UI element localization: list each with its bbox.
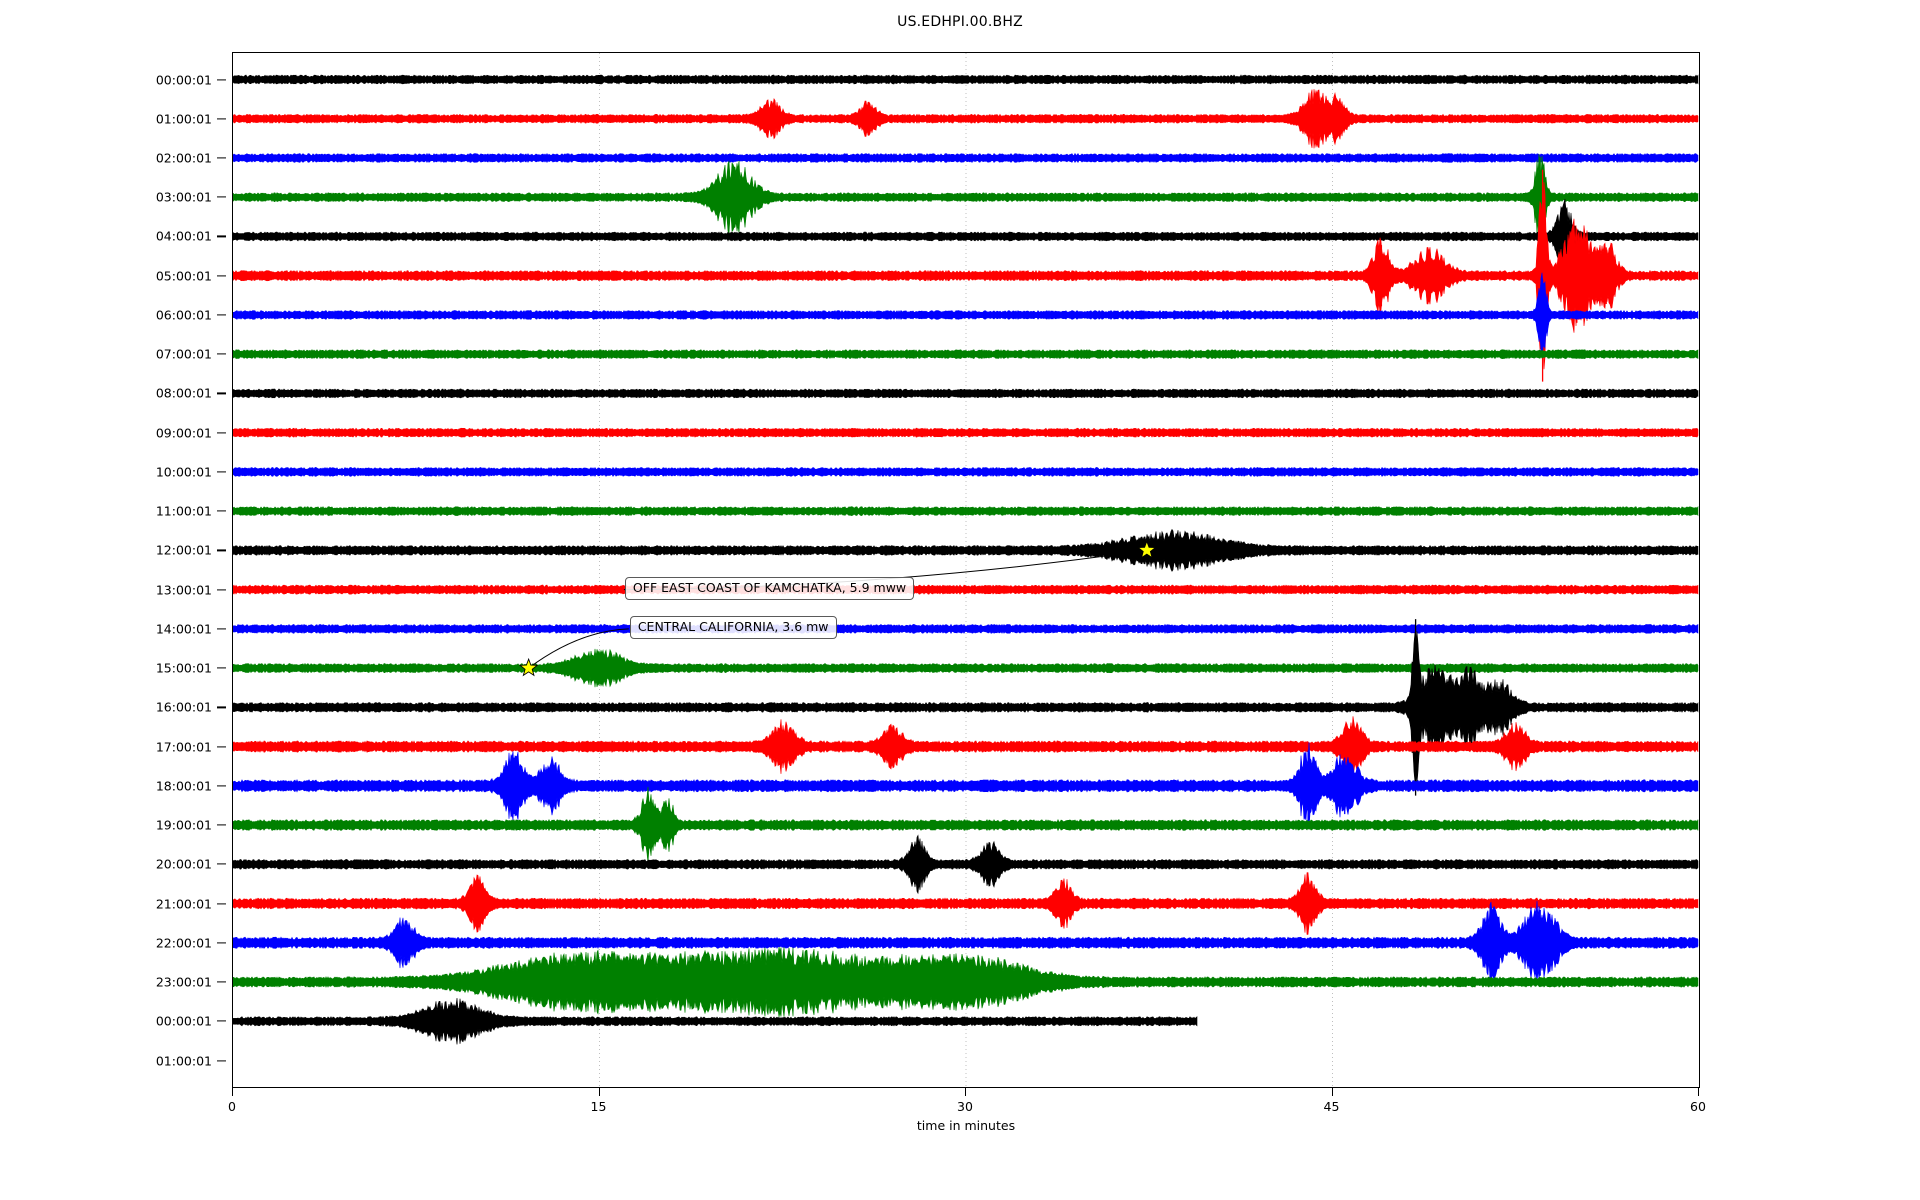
seismogram-trace — [233, 182, 1699, 370]
y-axis-tick-mark — [217, 471, 226, 473]
y-axis-tick-label: 03:00:01 — [155, 189, 212, 205]
event-marker-california[interactable] — [518, 657, 539, 677]
y-axis-tick-label: 00:00:01 — [155, 72, 212, 87]
y-axis-tick-label: 20:00:01 — [155, 856, 212, 872]
y-axis-tick-label: 02:00:01 — [155, 150, 212, 166]
y-axis-tick-mark — [217, 1059, 226, 1062]
y-axis-tick-mark — [217, 745, 226, 748]
y-axis-tick-mark — [217, 235, 226, 238]
y-axis-tick-label: 15:00:01 — [155, 660, 212, 676]
annotation-kamchatka: OFF EAST COAST OF KAMCHATKA, 5.9 mww — [624, 577, 915, 600]
annotation-connector — [528, 628, 629, 669]
y-axis-tick-label: 21:00:01 — [155, 896, 212, 912]
y-axis-tick-label: 23:00:01 — [155, 974, 212, 990]
y-axis-tick-label: 19:00:01 — [155, 817, 212, 833]
y-axis-tick-label: 08:00:01 — [155, 385, 212, 401]
x-axis: 0 15 30 45 60 — [228, 1088, 1706, 1140]
y-axis-tick-mark — [217, 863, 226, 865]
x-axis-tick-label: 60 — [1690, 1099, 1706, 1114]
y-axis-tick-mark — [217, 589, 226, 591]
y-axis-tick-mark — [217, 981, 226, 983]
seismogram-trace — [233, 74, 1699, 85]
y-axis-tick-mark — [217, 432, 226, 434]
x-axis-tick-mark — [1698, 1088, 1700, 1096]
y-axis-tick-mark — [217, 1020, 226, 1022]
plot-area — [232, 52, 1700, 1088]
y-axis-tick-mark — [217, 549, 226, 551]
annotation-central-california: CENTRAL CALIFORNIA, 3.6 mw — [629, 616, 837, 640]
seismogram-trace — [233, 716, 1699, 777]
y-axis-tick-mark — [217, 275, 226, 277]
y-axis-tick-label: 06:00:01 — [155, 307, 212, 323]
seismogram-trace — [233, 872, 1699, 935]
y-axis-tick-mark — [217, 196, 226, 198]
seismogram-trace — [233, 198, 1699, 275]
x-axis-tick-label: 45 — [1323, 1099, 1340, 1114]
y-axis-tick-label: 22:00:01 — [155, 935, 212, 951]
seismogram-canvas — [233, 53, 1699, 1087]
y-axis-tick-mark — [217, 667, 226, 669]
seismogram-trace — [233, 584, 1699, 595]
seismogram-trace — [233, 900, 1699, 985]
seismogram-trace — [233, 272, 1699, 358]
seismogram-trace — [233, 466, 1699, 477]
seismogram-trace — [233, 388, 1699, 399]
seismogram-trace — [233, 528, 1699, 572]
y-axis-tick-label: 00:00:01 — [155, 1013, 212, 1029]
y-axis-tick-label: 13:00:01 — [155, 582, 212, 598]
y-axis-tick-mark — [217, 314, 226, 316]
x-axis-tick-mark — [1331, 1088, 1333, 1096]
y-axis-tick-labels: 00:00:01 01:00:01 02:00:01 03:00:01 04:00:01… — [0, 52, 226, 1088]
seismogram-trace — [233, 506, 1699, 517]
y-axis-tick-mark — [217, 902, 226, 905]
seismogram-trace — [233, 631, 1699, 784]
seismogram-trace — [233, 89, 1699, 149]
x-axis-tick-label: 15 — [590, 1099, 607, 1114]
y-axis-tick-label: 01:00:01 — [155, 1053, 212, 1068]
seismogram-trace — [233, 946, 1699, 1018]
y-axis-tick-mark — [217, 824, 226, 826]
y-axis-tick-label: 12:00:01 — [155, 542, 212, 558]
seismogram-trace — [233, 153, 1699, 241]
y-axis-tick-mark — [217, 706, 226, 708]
x-axis-tick-mark — [232, 1088, 234, 1096]
y-axis-tick-label: 16:00:01 — [155, 699, 212, 715]
seismogram-trace — [233, 152, 1699, 164]
y-axis-tick-mark — [217, 353, 226, 355]
seismogram-trace — [233, 786, 1699, 864]
seismogram-trace — [233, 427, 1699, 438]
y-axis-tick-mark — [217, 942, 226, 944]
y-axis-tick-label: 04:00:01 — [155, 228, 212, 244]
seismogram-trace — [233, 623, 1699, 634]
y-axis-tick-mark — [217, 392, 226, 394]
page-title: US.EDHPI.00.BHZ — [897, 14, 1023, 30]
y-axis-tick-label: 01:00:01 — [155, 111, 212, 127]
seismogram-trace — [233, 648, 1699, 688]
y-axis-tick-label: 11:00:01 — [155, 503, 212, 519]
seismogram-trace — [233, 742, 1699, 830]
y-axis-tick-label: 14:00:01 — [155, 621, 212, 637]
y-axis-tick-mark — [217, 510, 226, 512]
x-axis-tick-label: 0 — [228, 1099, 236, 1114]
event-marker-kamchatka[interactable] — [1137, 540, 1157, 559]
seismogram-trace — [233, 349, 1699, 360]
y-axis-tick-mark — [217, 78, 226, 81]
y-axis-tick-mark — [217, 157, 226, 159]
y-axis-tick-mark — [217, 785, 226, 787]
y-axis-tick-label: 10:00:01 — [155, 464, 212, 480]
x-axis-tick-mark — [598, 1088, 600, 1096]
y-axis-tick-label: 17:00:01 — [155, 739, 212, 755]
y-axis-tick-mark — [217, 628, 226, 630]
y-axis-tick-label: 05:00:01 — [155, 268, 212, 284]
x-axis-tick-mark — [965, 1088, 967, 1096]
seismogram-trace — [233, 998, 1198, 1045]
y-axis-tick-label: 07:00:01 — [155, 346, 212, 362]
seismogram-trace — [233, 834, 1699, 895]
x-axis-tick-label: 30 — [957, 1099, 973, 1114]
y-axis-tick-mark — [217, 118, 226, 120]
y-axis-tick-label: 18:00:01 — [155, 778, 212, 794]
y-axis-tick-label: 09:00:01 — [155, 425, 212, 441]
x-axis-label: time in minutes — [916, 1118, 1016, 1133]
